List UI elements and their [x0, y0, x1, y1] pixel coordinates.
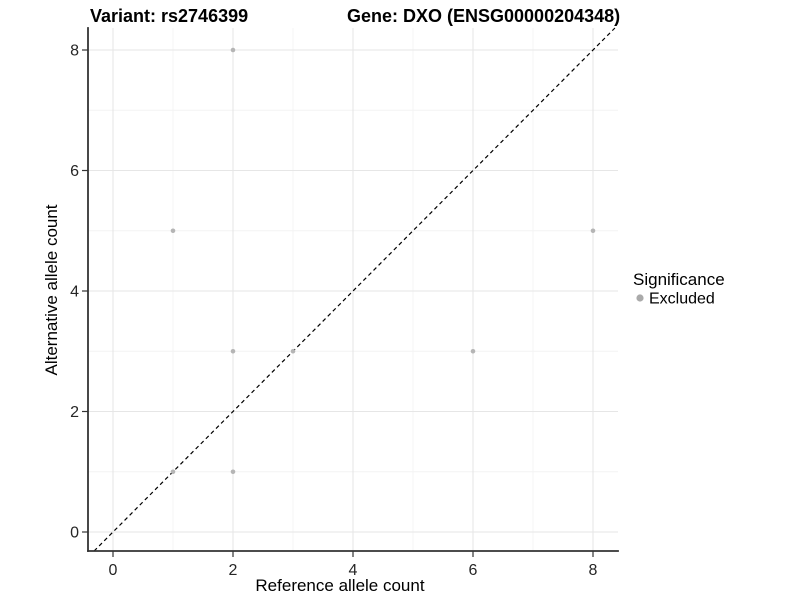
y-tick-label: 4 — [70, 284, 79, 301]
data-point — [470, 348, 476, 354]
data-point — [230, 348, 236, 354]
data-point — [290, 348, 296, 354]
x-tick-label: 8 — [589, 562, 598, 579]
identity-dashed-line — [93, 27, 616, 552]
legend-entry-label: Excluded — [649, 291, 715, 308]
data-point — [170, 469, 176, 475]
data-point — [590, 228, 596, 234]
y-tick-label: 0 — [70, 525, 79, 542]
y-axis-title: Alternative allele count — [42, 204, 61, 375]
plot-title-right: Gene: DXO (ENSG00000204348) — [347, 6, 620, 26]
data-point — [230, 47, 236, 53]
plot-title-left: Variant: rs2746399 — [90, 6, 248, 26]
legend: Significance Excluded — [633, 270, 725, 308]
x-axis-title: Reference allele count — [255, 576, 424, 595]
x-tick-label: 0 — [109, 562, 118, 579]
x-tick-label: 4 — [349, 562, 358, 579]
x-axis-ticks: 0 2 4 6 8 — [109, 551, 598, 579]
y-tick-label: 2 — [70, 404, 79, 421]
data-points-group — [170, 47, 596, 475]
x-tick-label: 2 — [229, 562, 238, 579]
legend-entry-excluded: Excluded — [636, 291, 715, 308]
data-point — [230, 469, 236, 475]
y-tick-label: 8 — [70, 43, 79, 60]
data-point — [170, 228, 176, 234]
identity-line-group — [93, 27, 616, 552]
legend-point-icon — [636, 294, 644, 302]
y-axis-ticks: 0 2 4 6 8 — [70, 43, 88, 542]
y-tick-label: 6 — [70, 163, 79, 180]
legend-title: Significance — [633, 270, 725, 289]
x-tick-label: 6 — [469, 562, 478, 579]
major-gridlines — [88, 28, 618, 551]
